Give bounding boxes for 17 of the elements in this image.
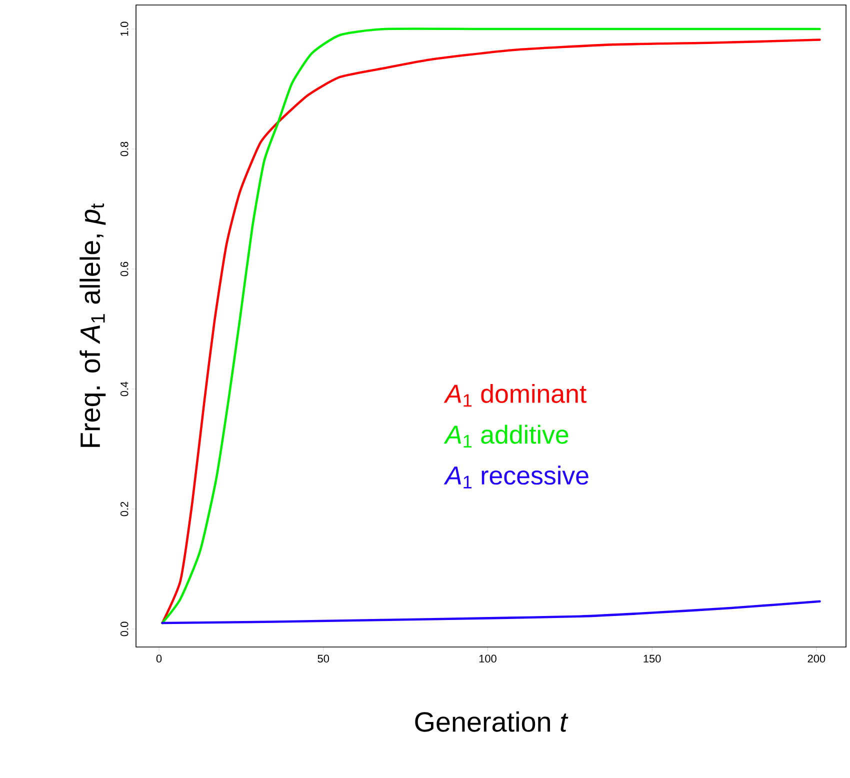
- x-tick-label: 200: [808, 654, 826, 663]
- x-tick-label: 50: [318, 654, 330, 663]
- y-tick-label: 1.0: [120, 22, 128, 36]
- text: A$_{1}$ dominant: [444, 384, 586, 407]
- y-tick-label: 0.0: [120, 622, 128, 636]
- y-tick-label: 0.6: [120, 262, 128, 276]
- y-tick-label: 0.2: [120, 502, 128, 516]
- x-tick-label: 100: [479, 654, 496, 663]
- text: A$_{1}$ additive: [444, 424, 568, 448]
- line-series: [161, 600, 821, 624]
- y-axis-title: Freq. of A$_{1}$ allele, p$_{t}$: [80, 204, 106, 447]
- x-tick-label: 0: [156, 654, 162, 663]
- text: A$_{1}$ recessive: [444, 466, 588, 488]
- y-tick-label: 0.8: [120, 142, 128, 156]
- x-axis-title: Generation t: [415, 711, 568, 732]
- y-tick-label: 0.4: [120, 382, 128, 396]
- x-tick-label: 150: [644, 654, 661, 663]
